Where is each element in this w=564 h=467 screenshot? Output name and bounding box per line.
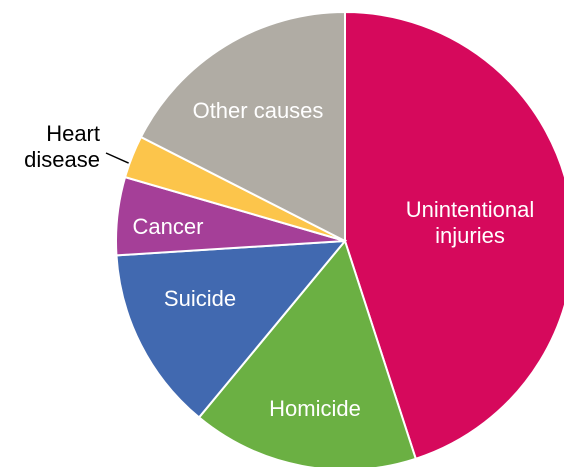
leader-line xyxy=(105,152,134,166)
slice-label: Suicide xyxy=(164,286,236,311)
slice-label: Heart disease xyxy=(24,121,100,172)
pie-slice xyxy=(197,238,418,467)
pie-slice xyxy=(139,10,346,243)
slice-label: Cancer xyxy=(133,214,204,239)
slice-label: Homicide xyxy=(269,396,361,421)
pie-slice xyxy=(344,10,564,461)
pie-slice xyxy=(115,239,348,419)
slice-label: Other causes xyxy=(193,98,324,123)
slice-label: Unintentional injuries xyxy=(406,197,534,248)
